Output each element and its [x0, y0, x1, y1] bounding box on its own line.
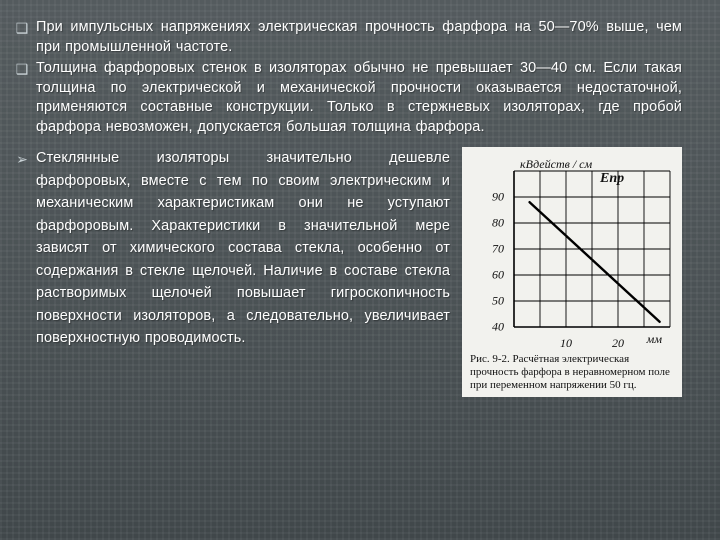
x-unit-label: мм [647, 332, 662, 347]
bullet-3: ➢ Стеклянные изоляторы значительно дешев… [8, 147, 450, 397]
y-unit-label: кВдейств / см [520, 157, 592, 172]
y-tick: 90 [492, 190, 504, 205]
bullet-2-text: Толщина фарфоровых стенок в изоляторах о… [36, 59, 682, 137]
square-bullet-icon: ❑ [8, 59, 36, 137]
y-tick: 60 [492, 268, 504, 283]
x-tick: 20 [612, 336, 624, 351]
bullet-3-text: Стеклянные изоляторы значительно дешевле… [36, 147, 450, 397]
bullet-2: ❑ Толщина фарфоровых стенок в изоляторах… [8, 59, 682, 137]
curve-label-epr: Eпр [600, 171, 624, 187]
y-tick: 70 [492, 242, 504, 257]
square-bullet-icon: ❑ [8, 18, 36, 57]
figure-9-2: кВдейств / см Eпр мм 90 80 70 60 50 40 10 20 Ри… [462, 147, 682, 397]
bullet-1: ❑ При импульсных напряжениях электрическ… [8, 18, 682, 57]
top-bullets: ❑ При импульсных напряжениях электрическ… [8, 18, 682, 137]
arrow-bullet-icon: ➢ [8, 147, 36, 397]
y-tick: 80 [492, 216, 504, 231]
y-tick: 50 [492, 294, 504, 309]
lower-columns: ➢ Стеклянные изоляторы значительно дешев… [8, 147, 682, 397]
x-tick: 10 [560, 336, 572, 351]
figure-caption: Рис. 9-2. Расчётная электрическая прочно… [468, 349, 676, 391]
chart: кВдейств / см Eпр мм 90 80 70 60 50 40 10 20 [468, 153, 676, 349]
bullet-1-text: При импульсных напряжениях электрическая… [36, 18, 682, 57]
y-tick: 40 [492, 320, 504, 335]
